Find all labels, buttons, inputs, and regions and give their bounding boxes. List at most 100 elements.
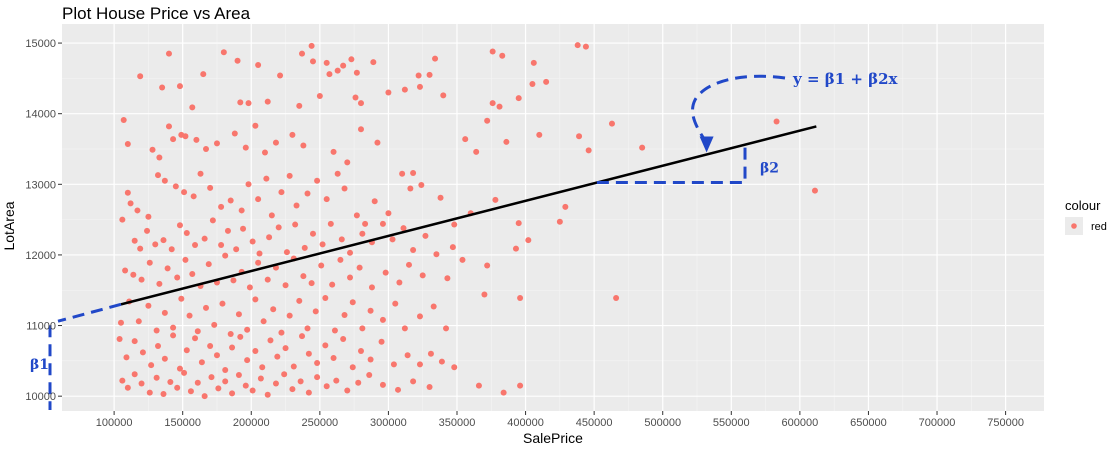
data-point (416, 313, 423, 320)
data-point (379, 220, 386, 227)
data-point (304, 325, 311, 332)
y-tick-label: 14000 (25, 109, 56, 121)
data-point (290, 363, 297, 370)
data-point (517, 295, 524, 302)
data-point (334, 170, 341, 177)
x-tick-label: 350000 (439, 417, 476, 429)
data-point (274, 353, 281, 360)
x-tick-label: 600000 (782, 417, 819, 429)
data-point (222, 367, 229, 374)
chart-title: Plot House Price vs Area (62, 4, 251, 23)
y-tick-label: 13000 (25, 179, 56, 191)
x-tick-label: 150000 (164, 417, 201, 429)
data-point (119, 377, 126, 384)
equation-arrow (691, 74, 786, 144)
data-point (309, 230, 316, 237)
data-point (401, 325, 408, 332)
data-point (201, 393, 208, 400)
data-point (240, 225, 247, 232)
data-point (525, 237, 532, 244)
data-point (153, 374, 160, 381)
data-point (395, 386, 402, 393)
data-point (219, 300, 226, 307)
data-point (161, 355, 168, 362)
data-point (252, 122, 259, 129)
data-point (473, 148, 480, 155)
data-point (319, 241, 326, 248)
data-point (515, 220, 522, 227)
data-point (296, 297, 303, 304)
data-point (167, 379, 174, 386)
data-point (197, 170, 204, 177)
data-point (156, 280, 163, 287)
data-point (289, 131, 296, 138)
data-point (416, 83, 423, 90)
data-point (192, 335, 199, 342)
data-point (410, 246, 417, 253)
data-point (146, 259, 153, 266)
data-point (316, 93, 323, 100)
data-point (200, 71, 207, 78)
data-point (308, 42, 315, 49)
data-point (134, 207, 141, 214)
data-point (426, 71, 433, 78)
y-tick-label: 12000 (25, 250, 56, 262)
data-point (347, 249, 354, 256)
data-point (357, 100, 364, 107)
data-point (170, 136, 177, 143)
data-point (237, 99, 244, 106)
data-point (224, 227, 231, 234)
data-point (263, 175, 270, 182)
data-point (362, 220, 369, 227)
data-point (451, 221, 458, 228)
data-point (357, 347, 364, 354)
data-point (437, 194, 444, 201)
data-point (484, 262, 491, 269)
data-point (193, 136, 200, 143)
data-point (244, 326, 251, 333)
data-point (353, 69, 360, 76)
legend-label-red: red (1091, 221, 1107, 233)
data-point (405, 261, 412, 268)
data-point (300, 142, 307, 149)
data-point (349, 299, 356, 306)
data-point (131, 237, 138, 244)
data-point (268, 212, 275, 219)
legend-swatch-red (1071, 223, 1077, 229)
x-axis-title: SalePrice (523, 430, 583, 446)
data-point (430, 303, 437, 310)
data-point (282, 282, 289, 289)
data-points (116, 42, 818, 400)
data-point (368, 284, 375, 291)
data-point (145, 213, 152, 220)
data-point (146, 389, 153, 396)
data-point (145, 302, 152, 309)
data-point (399, 170, 406, 177)
data-point (496, 103, 503, 110)
data-point (427, 350, 434, 357)
data-point (296, 102, 303, 109)
data-point (574, 42, 581, 49)
data-point (249, 387, 256, 394)
data-point (357, 126, 364, 133)
data-point (213, 140, 220, 147)
data-point (186, 312, 193, 319)
data-point (137, 245, 144, 252)
data-point (330, 148, 337, 155)
data-point (608, 120, 615, 127)
data-point (426, 383, 433, 390)
data-point (374, 139, 381, 146)
data-point (356, 264, 363, 271)
data-point (272, 380, 279, 387)
data-point (378, 338, 385, 345)
data-point (400, 225, 407, 232)
data-point (190, 193, 197, 200)
data-point (234, 57, 241, 64)
data-point (231, 130, 238, 137)
data-point (278, 189, 285, 196)
data-point (155, 343, 162, 350)
data-point (347, 274, 354, 281)
data-point (255, 259, 262, 266)
data-point (238, 207, 245, 214)
